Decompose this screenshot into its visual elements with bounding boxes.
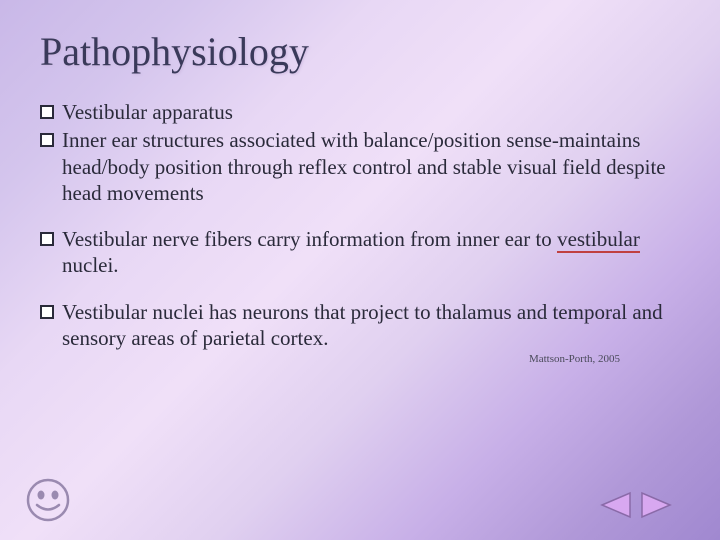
prev-button[interactable] (598, 490, 634, 520)
underlined-text: vestibular (557, 227, 640, 253)
slide: Pathophysiology Vestibular apparatus Inn… (0, 0, 720, 540)
bullet-text: Vestibular nuclei has neurons that proje… (62, 299, 680, 352)
bullet-group-2: Vestibular nerve fibers carry informatio… (40, 226, 680, 279)
bullet-item: Vestibular nuclei has neurons that proje… (40, 299, 680, 352)
bullet-item: Inner ear structures associated with bal… (40, 127, 680, 206)
next-button[interactable] (638, 490, 674, 520)
citation: Mattson-Porth, 2005 (40, 353, 680, 365)
slide-title: Pathophysiology (40, 28, 680, 75)
square-bullet-icon (40, 232, 54, 246)
smiley-icon (26, 478, 70, 522)
text-pre: Vestibular nerve fibers carry informatio… (62, 227, 557, 251)
slide-content: Vestibular apparatus Inner ear structure… (40, 99, 680, 365)
bullet-item: Vestibular nerve fibers carry informatio… (40, 226, 680, 279)
square-bullet-icon (40, 305, 54, 319)
bullet-item: Vestibular apparatus (40, 99, 680, 125)
square-bullet-icon (40, 133, 54, 147)
bullet-text: Vestibular nerve fibers carry informatio… (62, 226, 680, 279)
bullet-text: Vestibular apparatus (62, 99, 680, 125)
square-bullet-icon (40, 105, 54, 119)
bullet-group-3: Vestibular nuclei has neurons that proje… (40, 299, 680, 352)
bullet-text: Inner ear structures associated with bal… (62, 127, 680, 206)
text-post: nuclei. (62, 253, 119, 277)
nav-arrows (598, 490, 674, 520)
bullet-group-1: Vestibular apparatus Inner ear structure… (40, 99, 680, 206)
